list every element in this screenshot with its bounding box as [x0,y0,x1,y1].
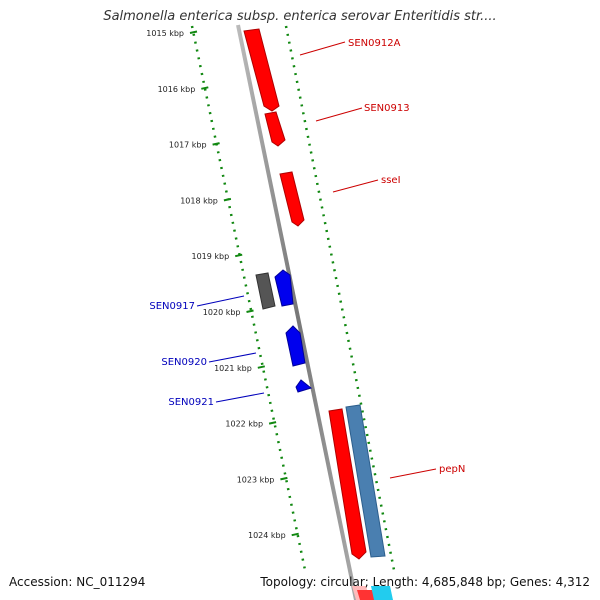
tick-mark [280,476,288,481]
label-sen0920[interactable]: SEN0920 [161,357,207,368]
tick-label: 1015 kbp [146,29,184,38]
tick-label: 1021 kbp [214,364,252,373]
tick-label: 1024 kbp [248,531,286,540]
tick-mark [201,86,209,90]
leader-ssei [332,179,379,193]
tick-mark [234,253,243,258]
pseudogene-block[interactable] [255,272,276,310]
label-sen0913[interactable]: SEN0913 [364,103,410,114]
tick-mark [189,30,198,34]
tick-mark [257,365,266,369]
tick-mark [291,532,299,537]
tick-label: 1023 kbp [237,475,275,484]
tick-label: 1020 kbp [203,308,241,317]
tick-label: 1019 kbp [191,252,229,261]
label-ssei[interactable]: sseI [381,175,401,186]
gene-sen0913[interactable] [264,111,286,147]
label-sen0912a[interactable]: SEN0912A [348,38,401,49]
label-sen0921[interactable]: SEN0921 [168,397,214,408]
tick-label: 1017 kbp [169,141,207,150]
gene-sen0920[interactable] [285,325,306,367]
tick-mark [268,421,277,425]
label-pepn[interactable]: pepN [439,464,465,475]
tick-label: 1018 kbp [180,196,218,205]
leader-sen0912a [299,41,346,56]
genome-title: Salmonella enterica subsp. enterica sero… [103,9,497,24]
feature-bottom-red [357,590,375,600]
leader-sen0920 [208,352,257,363]
tick-label: 1022 kbp [225,420,263,429]
leader-sen0921 [215,392,265,403]
accession-text: Accession: NC_011294 [9,575,146,589]
leader-sen0913 [315,107,363,122]
feature-pepn-track[interactable] [345,404,386,558]
gene-pepn[interactable] [328,408,367,560]
gene-sen0921[interactable] [295,379,313,393]
tick-label: 1016 kbp [158,85,196,94]
gene-ssei[interactable] [279,171,305,227]
backbone-line [236,24,358,600]
tick-mark [246,309,254,313]
leader-pepn [389,468,437,479]
gene-sen0917[interactable] [274,269,294,307]
leader-sen0917 [196,295,245,307]
tick-mark [223,197,232,202]
feature-bottom-cyan [371,586,393,600]
gene-sen0912a[interactable] [243,28,280,112]
genome-summary-text: Topology: circular; Length: 4,685,848 bp… [260,575,590,589]
tick-mark [212,142,220,146]
label-sen0917[interactable]: SEN0917 [149,301,195,312]
